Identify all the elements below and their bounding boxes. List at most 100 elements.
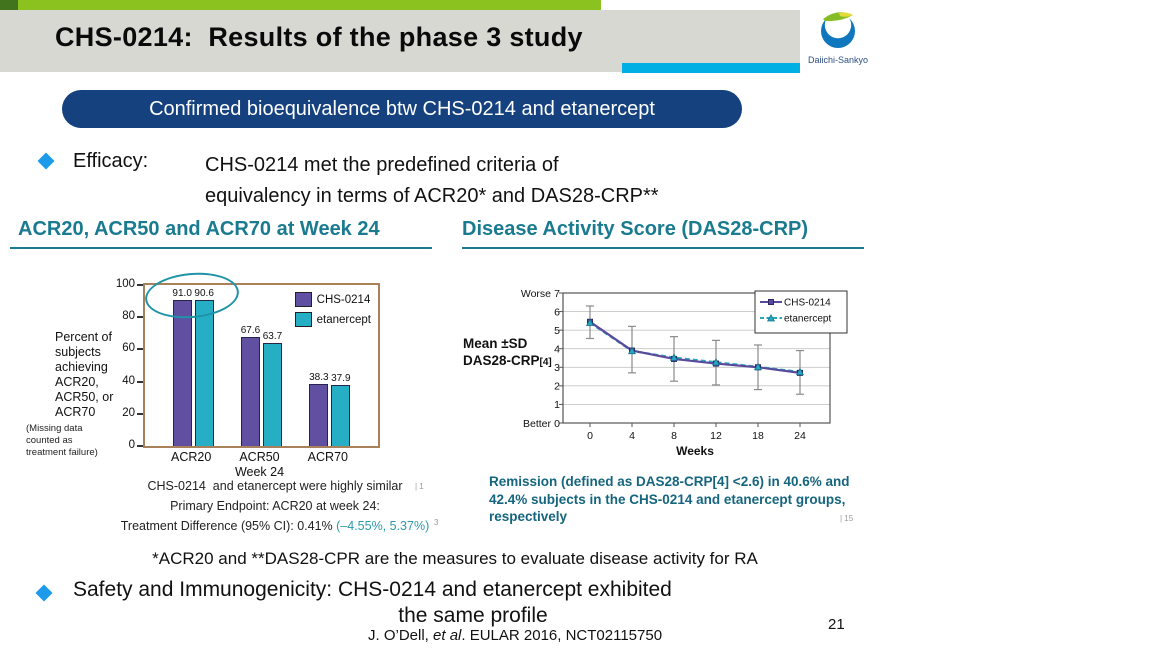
header-cyan-bar — [622, 63, 800, 73]
bar-ytick-mark — [137, 316, 143, 319]
acr-panel-title: ACR20, ACR50 and ACR70 at Week 24 — [18, 218, 380, 240]
svg-text:Better: Better — [523, 418, 552, 430]
svg-text:CHS-0214: CHS-0214 — [784, 298, 831, 309]
svg-text:6: 6 — [554, 306, 560, 318]
bar-chart-missing-note: (Missing data counted as treatment failu… — [26, 423, 98, 458]
bar-chart-plot-area: 91.0 90.6 67.6 63.7 38.3 37.9 — [145, 285, 378, 446]
bar-ytick-mark — [137, 284, 143, 286]
bar-ytick: 20 — [122, 406, 135, 419]
et-al: et al — [433, 627, 462, 644]
bar-xtick-label: ACR20 — [171, 450, 212, 464]
das-panel-title: Disease Activity Score (DAS28-CRP) — [462, 218, 809, 240]
safety-text: Safety and Immunogenicity: CHS-0214 and … — [73, 577, 873, 629]
svg-text:24: 24 — [794, 430, 806, 442]
bar-ytick: 0 — [128, 439, 135, 451]
bar-ytick: 60 — [122, 342, 135, 355]
bar-chart-footnotes: CHS-0214 and etanercept were highly simi… — [85, 476, 465, 536]
svg-text:4: 4 — [629, 430, 635, 442]
page-artifact-left-2: 3 — [434, 518, 439, 527]
citation: J. O’Dell, et al. EULAR 2016, NCT0211575… — [368, 627, 663, 644]
footnote-similar: CHS-0214 and etanercept were highly simi… — [147, 479, 403, 493]
efficacy-bullet-icon — [37, 152, 55, 170]
mean-sd-label: Mean ±SD DAS28-CRP[4] — [463, 335, 552, 371]
bar-value-label: 67.6 — [240, 325, 261, 337]
bar-ytick-mark — [137, 380, 143, 383]
bar-etanercept-acr50 — [262, 343, 282, 446]
svg-text:8: 8 — [671, 430, 677, 442]
header-green-bar — [0, 0, 601, 10]
bar-chart-legend: CHS-0214 etanercept — [292, 291, 373, 328]
das-title-rule — [462, 247, 864, 249]
safety-line1: Safety and Immunogenicity: CHS-0214 and … — [73, 578, 672, 601]
bar-chs-0214-acr70 — [309, 384, 329, 446]
bar-ytick: 80 — [122, 310, 135, 323]
daiichi-sankyo-logo: Daiichi-Sankyo — [806, 6, 870, 65]
header-band — [0, 10, 800, 72]
svg-text:2: 2 — [554, 381, 560, 393]
acr-title-rule — [10, 247, 432, 249]
page-number: 21 — [828, 616, 845, 633]
legend-item-chs-0214: CHS-0214 — [294, 292, 371, 307]
bioequivalence-banner: Confirmed bioequivalence btw CHS-0214 an… — [62, 90, 742, 128]
daiichi-sankyo-logo-icon — [813, 11, 863, 56]
bar-ytick-mark — [137, 348, 143, 351]
acr-bar-chart: 91.0 90.6 67.6 63.7 38.3 37.9 CHS-0214 etanerc… — [116, 278, 380, 451]
svg-text:0: 0 — [587, 430, 593, 442]
svg-text:Worse: Worse — [521, 288, 551, 300]
legend-swatch-icon — [294, 312, 312, 327]
footnote-difference: Treatment Difference (95% CI): 0.41% (–4… — [120, 519, 430, 533]
ci-value: (–4.55%, 5.37%) — [336, 519, 430, 533]
acr-chart-panel: ACR20, ACR50 and ACR70 at Week 24 Percen… — [10, 218, 455, 553]
svg-text:Weeks: Weeks — [676, 444, 714, 458]
bar-ytick-mark — [137, 412, 143, 415]
svg-text:4: 4 — [554, 344, 560, 356]
bar-group-acr20: 91.0 90.6 — [171, 287, 215, 446]
bar-xtick-label: ACR50 — [239, 450, 280, 464]
remission-note: Remission (defined as DAS28-CRP[4] <2.6)… — [489, 474, 850, 524]
das-line-chart: 0 1 2 3 4 5 6 7 Worse Better 0 4 8 12 18 24 Weeks CHS-021… — [520, 281, 865, 471]
bar-chart-ylabel: Percent of subjects achieving ACR20, ACR… — [55, 330, 114, 419]
legend-swatch-icon — [294, 292, 312, 307]
header-green-bar-cap — [0, 0, 18, 10]
bar-value-label: 90.6 — [194, 288, 214, 300]
efficacy-text: CHS-0214 met the predefined criteria of … — [205, 154, 659, 207]
safety-bullet-icon — [35, 584, 53, 602]
bar-group-acr70: 38.3 37.9 — [308, 372, 352, 446]
safety-line2: the same profile — [398, 604, 548, 627]
bar-ytick-mark — [137, 445, 143, 447]
svg-text:1: 1 — [554, 399, 560, 411]
bar-etanercept-acr20 — [194, 300, 214, 446]
bar-ytick: 100 — [115, 278, 135, 290]
footnote-endpoint: Primary Endpoint: ACR20 at week 24: — [170, 499, 380, 513]
mean-sd-line2: DAS28-CRP[4] — [463, 353, 552, 368]
bar-value-label: 37.9 — [331, 372, 351, 384]
legend-label: etanercept — [316, 313, 371, 326]
das-chart-panel: Disease Activity Score (DAS28-CRP) Mean … — [455, 218, 870, 553]
page-artifact-left-1: | 1 — [415, 482, 424, 491]
svg-text:12: 12 — [710, 430, 722, 442]
svg-text:0: 0 — [554, 418, 560, 430]
bar-chart-xlabels: ACR20 ACR50 ACR70 — [143, 450, 376, 464]
bar-ytick: 40 — [122, 374, 135, 387]
slide-title: CHS-0214: Results of the phase 3 study — [55, 22, 583, 52]
bar-xtick-label: ACR70 — [307, 450, 348, 464]
logo-wordmark: Daiichi-Sankyo — [807, 55, 869, 65]
bar-group-acr50: 67.6 63.7 — [239, 325, 283, 446]
measures-footnote: *ACR20 and **DAS28-CPR are the measures … — [152, 549, 758, 568]
svg-text:etanercept: etanercept — [784, 314, 831, 325]
bar-value-label: 38.3 — [309, 372, 329, 384]
legend-label: CHS-0214 — [316, 293, 371, 306]
svg-text:18: 18 — [752, 430, 764, 442]
svg-text:3: 3 — [554, 362, 560, 374]
svg-text:5: 5 — [554, 325, 560, 337]
bar-value-label: 91.0 — [172, 287, 192, 299]
bar-chs-0214-acr20 — [172, 299, 192, 446]
svg-text:7: 7 — [554, 288, 560, 300]
bar-value-label: 63.7 — [262, 331, 283, 343]
banner-text: Confirmed bioequivalence btw CHS-0214 an… — [149, 97, 655, 120]
bar-chs-0214-acr50 — [240, 337, 260, 446]
bar-etanercept-acr70 — [331, 384, 351, 446]
legend-item-etanercept: etanercept — [294, 312, 371, 327]
page-artifact-right: | 15 — [840, 514, 854, 523]
